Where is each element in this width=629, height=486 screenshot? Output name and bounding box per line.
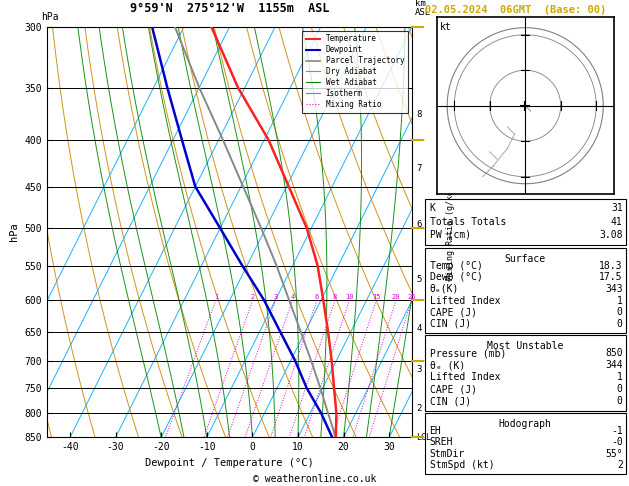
Text: –: – — [417, 134, 425, 147]
Text: hPa: hPa — [41, 12, 58, 22]
Text: 41: 41 — [611, 217, 623, 226]
Text: 25: 25 — [408, 294, 416, 300]
Text: 6: 6 — [315, 294, 319, 300]
Text: CAPE (J): CAPE (J) — [430, 307, 477, 317]
Text: 0: 0 — [617, 396, 623, 406]
Text: 8: 8 — [333, 294, 337, 300]
Text: Hodograph: Hodograph — [499, 419, 552, 429]
Text: 4: 4 — [416, 324, 421, 333]
Text: 0: 0 — [617, 384, 623, 394]
Text: CIN (J): CIN (J) — [430, 319, 470, 329]
Text: 10: 10 — [345, 294, 353, 300]
Text: © weatheronline.co.uk: © weatheronline.co.uk — [253, 473, 376, 484]
Text: 2: 2 — [617, 460, 623, 470]
Text: 18.3: 18.3 — [599, 261, 623, 271]
Text: PW (cm): PW (cm) — [430, 230, 470, 240]
Text: kt: kt — [440, 22, 452, 33]
Text: 1: 1 — [214, 294, 218, 300]
Text: θₑ (K): θₑ (K) — [430, 361, 465, 370]
Text: 8: 8 — [416, 110, 421, 119]
Text: 6: 6 — [416, 220, 421, 229]
Text: 17.5: 17.5 — [599, 272, 623, 282]
Text: 20: 20 — [392, 294, 400, 300]
Text: 7: 7 — [416, 164, 421, 173]
Text: 2: 2 — [251, 294, 255, 300]
Text: 3.08: 3.08 — [599, 230, 623, 240]
Text: Mixing Ratio (g/kg): Mixing Ratio (g/kg) — [447, 185, 455, 279]
Text: 343: 343 — [605, 284, 623, 294]
Text: 1: 1 — [617, 295, 623, 306]
Text: 9°59'N  275°12'W  1155m  ASL: 9°59'N 275°12'W 1155m ASL — [130, 1, 330, 15]
Text: 5: 5 — [416, 276, 421, 284]
Text: –: – — [417, 222, 425, 235]
Text: Totals Totals: Totals Totals — [430, 217, 506, 226]
Text: Dewp (°C): Dewp (°C) — [430, 272, 482, 282]
Text: 4: 4 — [291, 294, 294, 300]
Text: Surface: Surface — [504, 254, 546, 264]
Text: CAPE (J): CAPE (J) — [430, 384, 477, 394]
Text: –: – — [417, 294, 425, 307]
Text: K: K — [430, 204, 435, 213]
Text: Pressure (mb): Pressure (mb) — [430, 348, 506, 359]
Text: 1: 1 — [617, 372, 623, 382]
Text: 02.05.2024  06GMT  (Base: 00): 02.05.2024 06GMT (Base: 00) — [425, 4, 606, 15]
Text: Lifted Index: Lifted Index — [430, 372, 500, 382]
Text: CIN (J): CIN (J) — [430, 396, 470, 406]
Text: -1: -1 — [611, 426, 623, 436]
Text: –: – — [417, 431, 425, 444]
Text: 31: 31 — [611, 204, 623, 213]
Text: 3: 3 — [416, 364, 421, 374]
Text: Temp (°C): Temp (°C) — [430, 261, 482, 271]
Text: LCL: LCL — [416, 433, 431, 442]
Text: StmSpd (kt): StmSpd (kt) — [430, 460, 494, 470]
Text: SREH: SREH — [430, 437, 453, 447]
Text: Lifted Index: Lifted Index — [430, 295, 500, 306]
Text: 344: 344 — [605, 361, 623, 370]
Text: km
ASL: km ASL — [415, 0, 431, 17]
Text: θₑ(K): θₑ(K) — [430, 284, 459, 294]
Text: 850: 850 — [605, 348, 623, 359]
Text: Most Unstable: Most Unstable — [487, 341, 564, 351]
Text: 15: 15 — [372, 294, 381, 300]
Text: 3: 3 — [274, 294, 278, 300]
Text: 0: 0 — [617, 319, 623, 329]
Text: –: – — [417, 354, 425, 367]
Text: 0: 0 — [617, 307, 623, 317]
Text: 2: 2 — [416, 404, 421, 413]
X-axis label: Dewpoint / Temperature (°C): Dewpoint / Temperature (°C) — [145, 458, 314, 468]
Text: EH: EH — [430, 426, 442, 436]
Legend: Temperature, Dewpoint, Parcel Trajectory, Dry Adiabat, Wet Adiabat, Isotherm, Mi: Temperature, Dewpoint, Parcel Trajectory… — [302, 31, 408, 113]
Text: -0: -0 — [611, 437, 623, 447]
Text: StmDir: StmDir — [430, 449, 465, 458]
Text: 55°: 55° — [605, 449, 623, 458]
Y-axis label: hPa: hPa — [9, 223, 19, 242]
